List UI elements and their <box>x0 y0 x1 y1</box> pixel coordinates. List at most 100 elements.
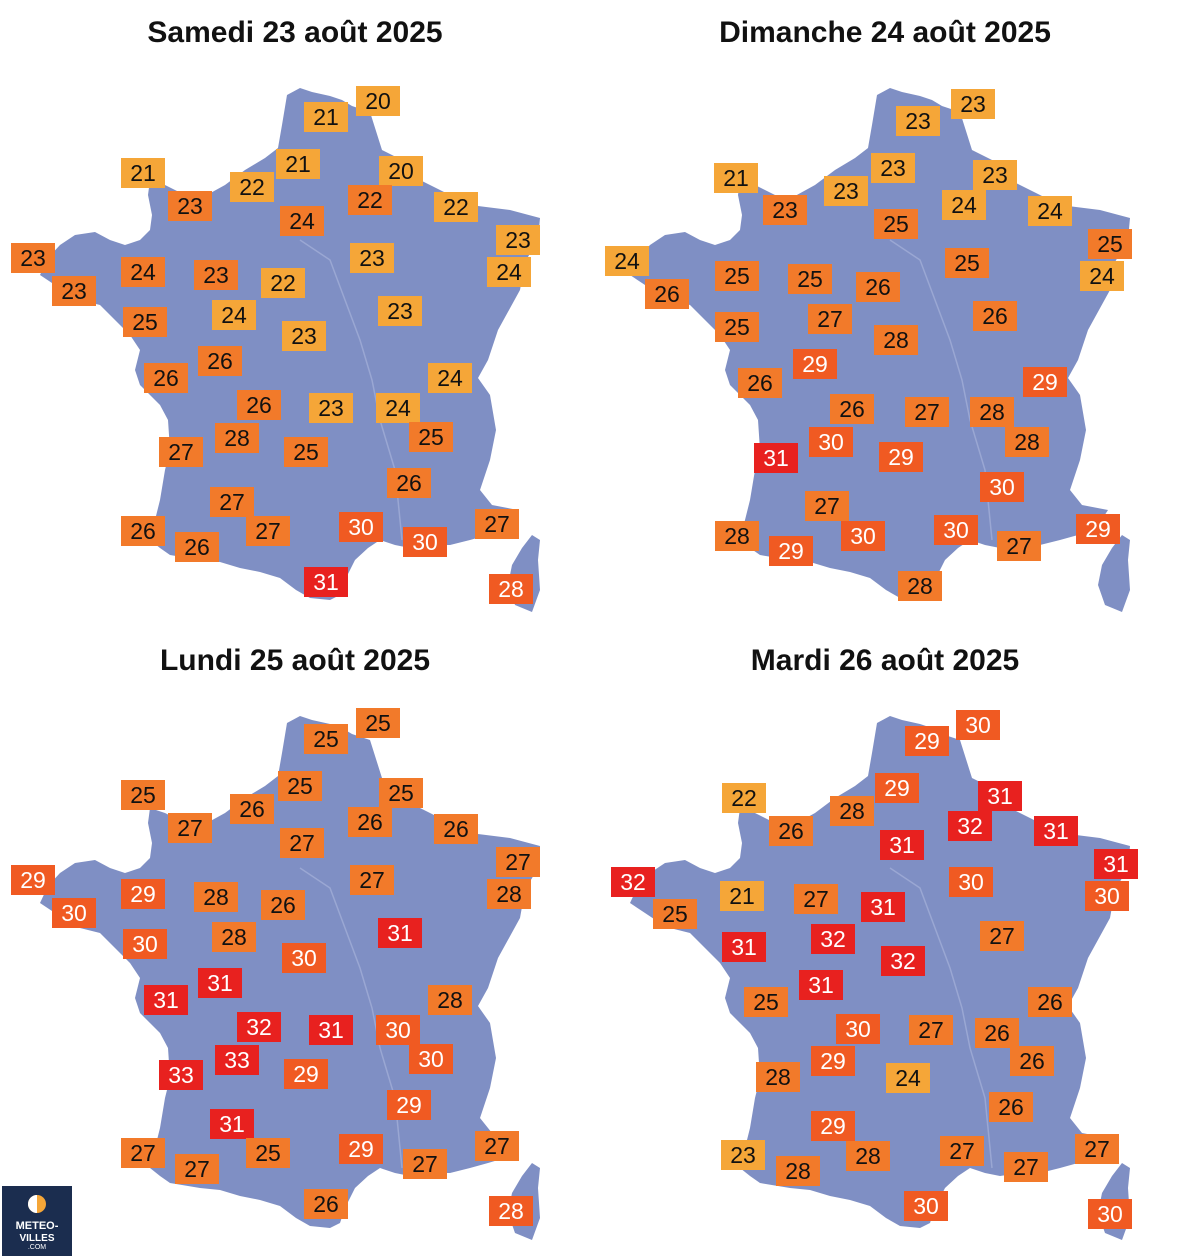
temperature-label: 30 <box>409 1044 453 1074</box>
temperature-label: 27 <box>909 1015 953 1045</box>
temperature-label: 26 <box>348 807 392 837</box>
temperature-label: 23 <box>350 243 394 273</box>
temperature-label: 26 <box>645 279 689 309</box>
temperature-label: 24 <box>376 393 420 423</box>
temperature-label: 28 <box>970 397 1014 427</box>
temperature-label: 31 <box>304 567 348 597</box>
temperature-label: 23 <box>194 260 238 290</box>
temperature-label: 30 <box>904 1191 948 1221</box>
temperature-label: 22 <box>434 192 478 222</box>
temperature-label: 30 <box>282 943 326 973</box>
temperature-label: 31 <box>1034 816 1078 846</box>
river-line <box>889 239 993 541</box>
temperature-label: 29 <box>811 1046 855 1076</box>
temperature-label: 32 <box>237 1012 281 1042</box>
temperature-label: 30 <box>376 1015 420 1045</box>
temperature-label: 29 <box>1076 514 1120 544</box>
temperature-label: 23 <box>896 106 940 136</box>
temperature-label: 26 <box>975 1018 1019 1048</box>
logo-line-2: VILLES <box>19 1233 55 1244</box>
temperature-label: 28 <box>830 796 874 826</box>
temperature-label: 23 <box>973 160 1017 190</box>
temperature-label: 25 <box>121 780 165 810</box>
temperature-label: 24 <box>280 206 324 236</box>
temperature-label: 27 <box>121 1138 165 1168</box>
river-line <box>299 239 403 541</box>
temperature-label: 27 <box>168 813 212 843</box>
temperature-label: 23 <box>721 1140 765 1170</box>
temperature-label: 24 <box>428 363 472 393</box>
temperature-label: 23 <box>763 195 807 225</box>
temperature-label: 33 <box>159 1060 203 1090</box>
forecast-map-panel: Lundi 25 août 2025 25 25 25 25 25 26 27 26 27 26 27… <box>0 628 590 1257</box>
temperature-label: 21 <box>304 102 348 132</box>
temperature-label: 30 <box>841 521 885 551</box>
temperature-label: 25 <box>715 312 759 342</box>
temperature-label: 29 <box>793 349 837 379</box>
temperature-label: 27 <box>403 1149 447 1179</box>
temperature-label: 30 <box>339 512 383 542</box>
temperature-label: 27 <box>475 1131 519 1161</box>
temperature-label: 24 <box>605 246 649 276</box>
temperature-label: 24 <box>942 190 986 220</box>
temperature-label: 30 <box>1088 1199 1132 1229</box>
temperature-label: 25 <box>744 987 788 1017</box>
temperature-label: 26 <box>144 363 188 393</box>
temperature-label: 23 <box>282 321 326 351</box>
temperature-label: 30 <box>934 515 978 545</box>
temperature-label: 25 <box>874 209 918 239</box>
forecast-map-panel: Samedi 23 août 2025 20 21 21 21 20 22 23 22 22 24 2… <box>0 0 590 629</box>
temperature-label: 25 <box>409 422 453 452</box>
temperature-label: 31 <box>210 1109 254 1139</box>
sun-moon-icon <box>28 1195 46 1213</box>
temperature-label: 32 <box>811 924 855 954</box>
temperature-label: 28 <box>215 423 259 453</box>
temperature-label: 32 <box>948 811 992 841</box>
temperature-label: 23 <box>824 176 868 206</box>
day-title: Dimanche 24 août 2025 <box>719 16 1051 49</box>
temperature-label: 32 <box>881 946 925 976</box>
temperature-label: 25 <box>284 437 328 467</box>
meteo-villes-logo: METEO- VILLES .COM <box>2 1186 72 1256</box>
temperature-label: 30 <box>403 527 447 557</box>
logo-line-3: .COM <box>27 1244 47 1251</box>
temperature-label: 30 <box>949 867 993 897</box>
temperature-label: 26 <box>198 346 242 376</box>
temperature-label: 28 <box>1005 427 1049 457</box>
temperature-label: 28 <box>212 922 256 952</box>
temperature-label: 23 <box>52 276 96 306</box>
temperature-label: 27 <box>1004 1152 1048 1182</box>
day-title: Samedi 23 août 2025 <box>147 16 443 49</box>
temperature-label: 30 <box>123 929 167 959</box>
temperature-label: 28 <box>776 1156 820 1186</box>
temperature-label: 30 <box>809 427 853 457</box>
temperature-label: 26 <box>1028 987 1072 1017</box>
temperature-label: 31 <box>880 830 924 860</box>
temperature-label: 26 <box>973 301 1017 331</box>
temperature-label: 25 <box>1088 229 1132 259</box>
river-line <box>889 867 993 1169</box>
temperature-label: 29 <box>339 1134 383 1164</box>
temperature-label: 23 <box>168 191 212 221</box>
temperature-label: 33 <box>215 1045 259 1075</box>
temperature-label: 24 <box>886 1063 930 1093</box>
temperature-label: 26 <box>121 516 165 546</box>
temperature-label: 28 <box>489 574 533 604</box>
temperature-label: 25 <box>356 708 400 738</box>
temperature-label: 22 <box>348 185 392 215</box>
temperature-label: 22 <box>230 172 274 202</box>
temperature-label: 25 <box>653 899 697 929</box>
day-title: Mardi 26 août 2025 <box>750 644 1020 677</box>
temperature-label: 20 <box>379 156 423 186</box>
temperature-label: 27 <box>940 1136 984 1166</box>
temperature-label: 29 <box>769 536 813 566</box>
corsica-shape <box>1098 535 1130 612</box>
temperature-label: 26 <box>237 390 281 420</box>
temperature-label: 28 <box>874 325 918 355</box>
temperature-label: 26 <box>738 368 782 398</box>
temperature-label: 26 <box>830 394 874 424</box>
temperature-label: 29 <box>121 879 165 909</box>
temperature-label: 26 <box>387 468 431 498</box>
temperature-label: 29 <box>875 773 919 803</box>
temperature-label: 31 <box>722 932 766 962</box>
